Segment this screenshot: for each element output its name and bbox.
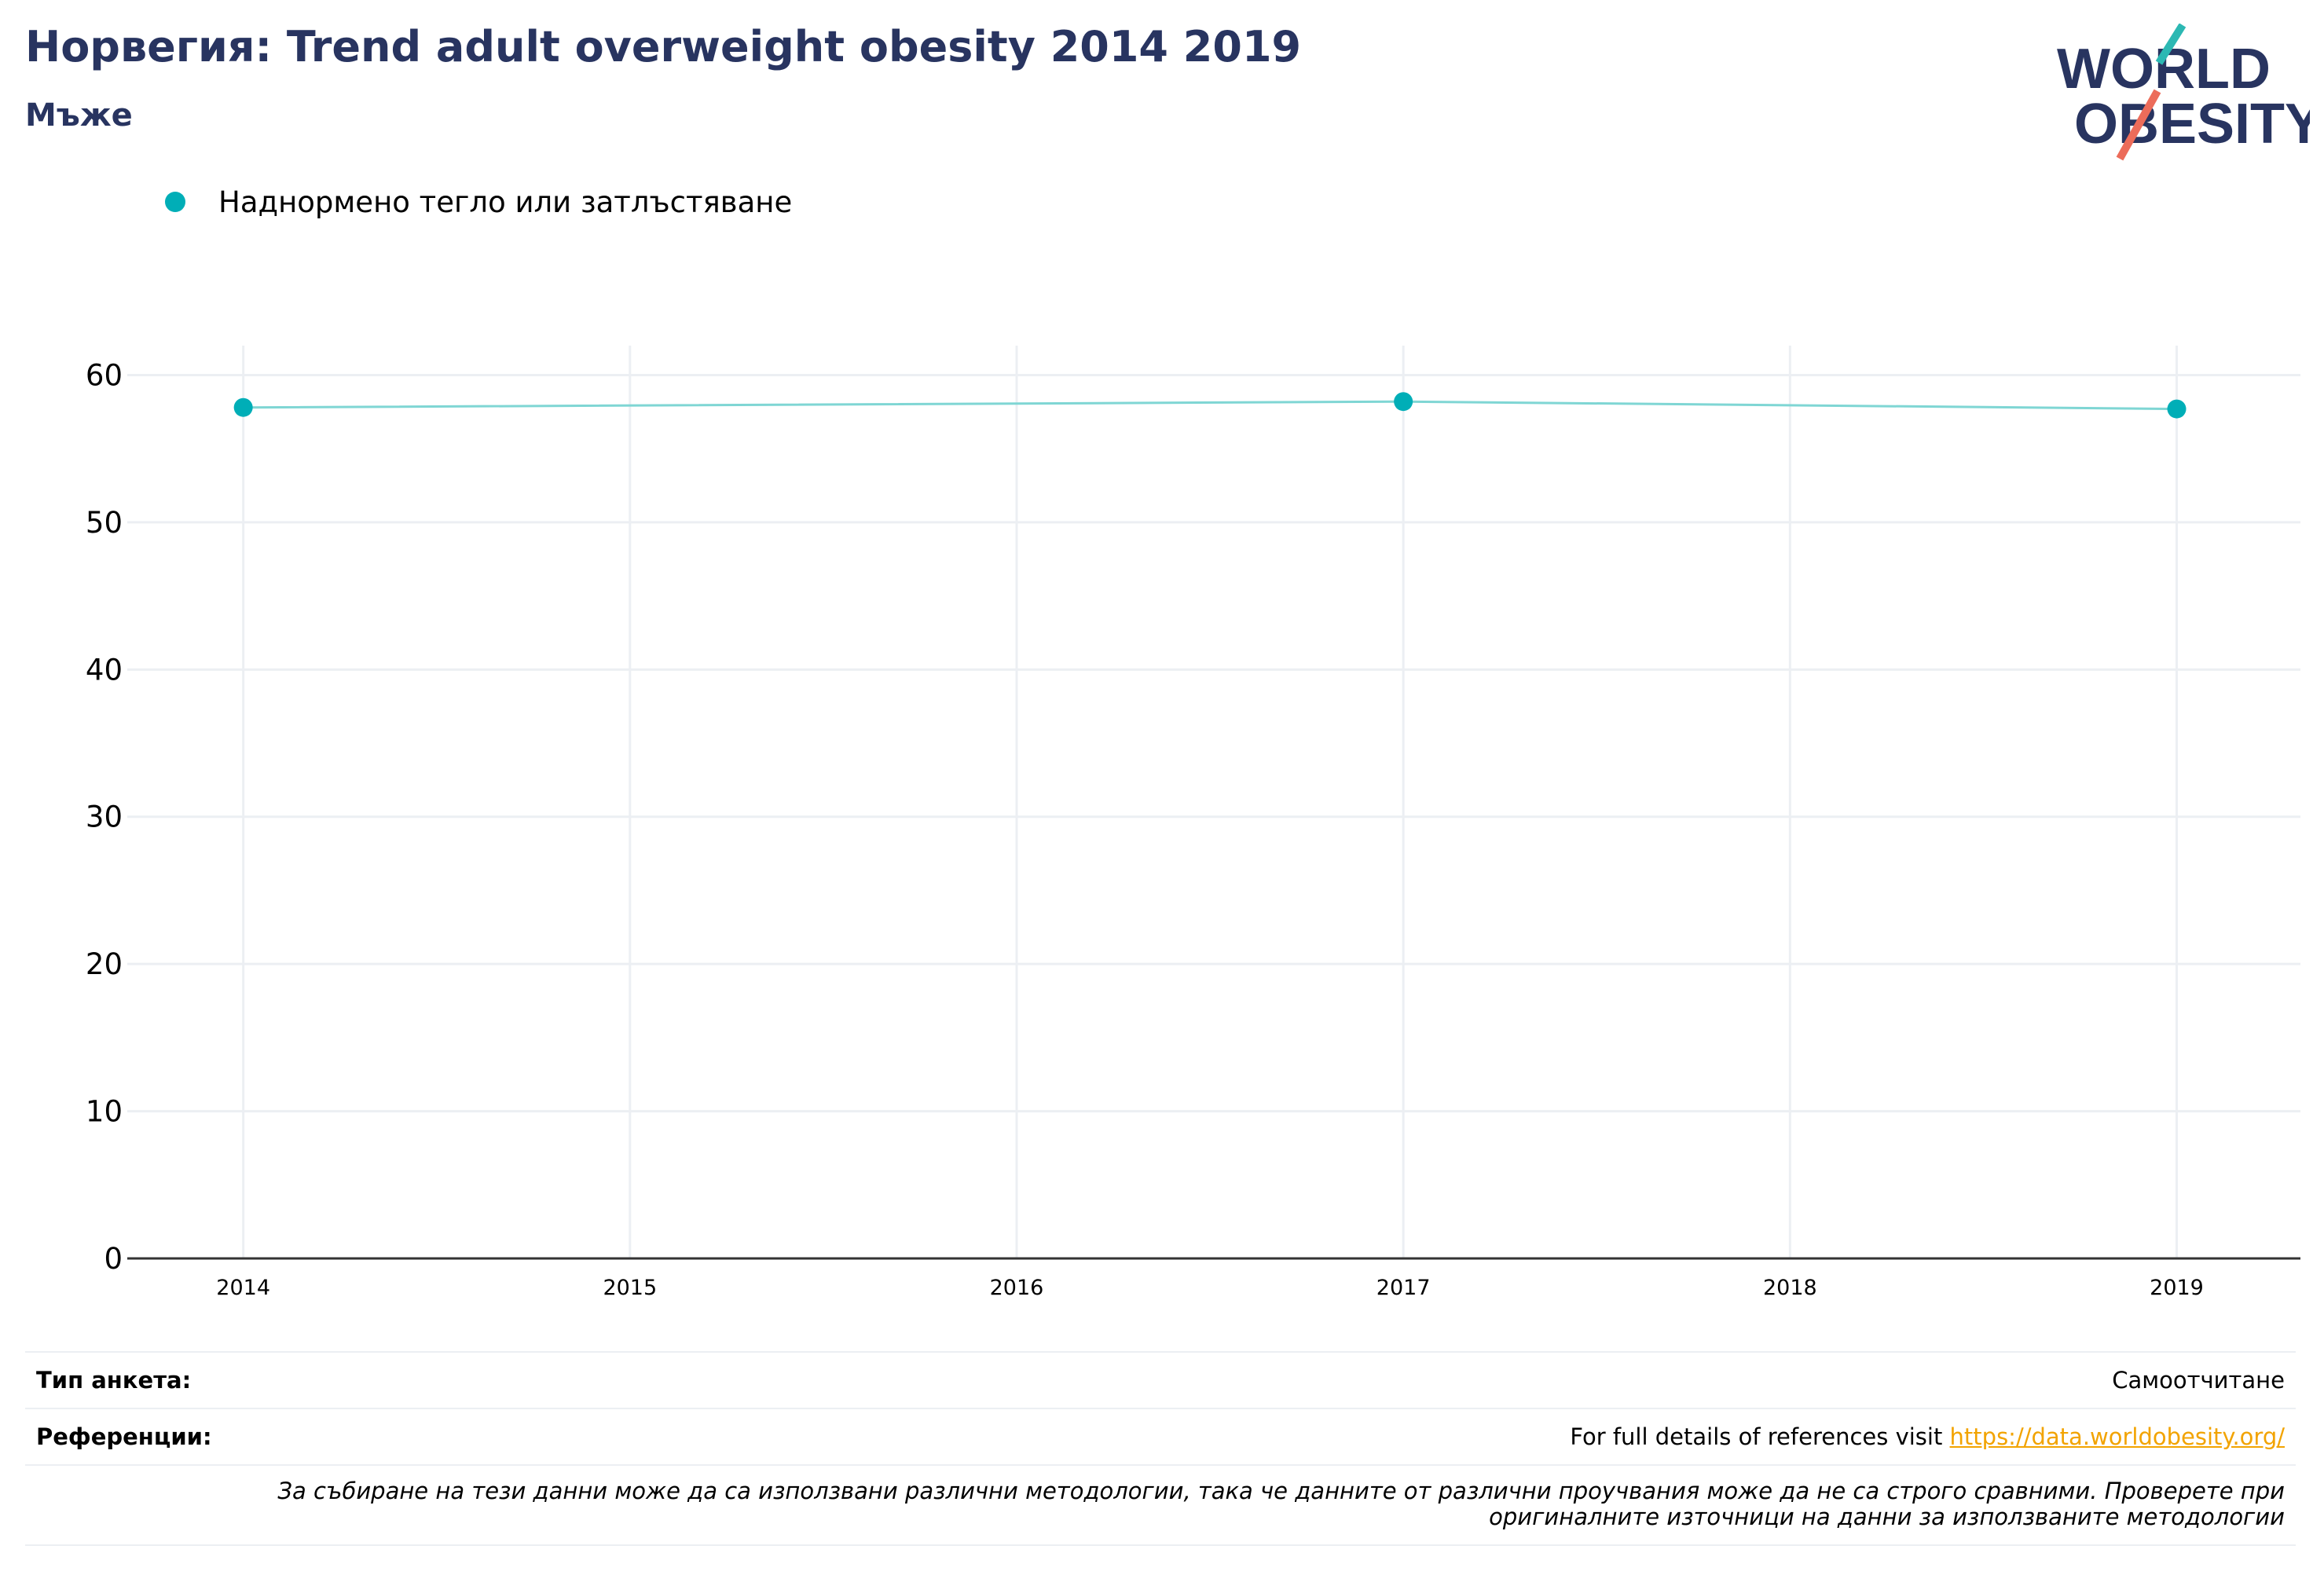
- chart-title: Норвегия: Trend adult overweight obesity…: [25, 22, 1302, 71]
- survey-type-value: Самоотчитане: [2112, 1367, 2285, 1394]
- data-point[interactable]: [1394, 392, 1413, 412]
- survey-type-label: Тип анкета:: [36, 1367, 192, 1394]
- survey-type-row: Тип анкета: Самоотчитане: [25, 1351, 2296, 1408]
- x-tick-label: 2019: [2150, 1276, 2204, 1300]
- references-label: Референции:: [36, 1423, 212, 1450]
- x-tick-label: 2015: [603, 1276, 657, 1300]
- data-point[interactable]: [233, 397, 253, 417]
- y-tick-label: 40: [86, 653, 123, 687]
- references-text: For full details of references visit htt…: [1570, 1423, 2285, 1450]
- references-link[interactable]: https://data.worldobesity.org/: [1949, 1423, 2285, 1450]
- y-tick-label: 50: [86, 506, 123, 540]
- y-tick-label: 10: [86, 1095, 123, 1129]
- logo-line2: OBESITY: [2074, 93, 2310, 156]
- methodology-note-line2: оригиналните източници на данни за изпол…: [1489, 1504, 2285, 1530]
- legend[interactable]: Наднормено тегло или затлъстяване: [165, 182, 792, 222]
- footer-table: Тип анкета: Самоотчитане Референции: For…: [25, 1351, 2296, 1546]
- legend-marker: [165, 192, 185, 212]
- logo-teal-slash: [2155, 24, 2187, 65]
- data-series: [233, 392, 2187, 419]
- x-tick-label: 2017: [1376, 1276, 1431, 1300]
- x-tick-label: 2018: [1763, 1276, 1817, 1300]
- line-chart: 2014 2015 2016 2017 2018 2019 0 10 20 30 40 50 60: [86, 346, 2300, 1300]
- series-line: [243, 400, 2177, 411]
- y-tick-label: 30: [86, 800, 123, 834]
- references-row: Референции: For full details of referenc…: [25, 1408, 2296, 1464]
- legend-label: Наднормено тегло или затлъстяване: [218, 185, 793, 219]
- methodology-note-line1: За събиране на тези данни може да са изп…: [277, 1478, 2285, 1504]
- y-tick-label: 60: [86, 358, 123, 392]
- methodology-note: За събиране на тези данни може да са изп…: [25, 1464, 2296, 1546]
- chart-subtitle: Мъже: [25, 97, 133, 134]
- y-tick-label: 20: [86, 947, 123, 981]
- x-tick-label: 2016: [990, 1276, 1044, 1300]
- data-point[interactable]: [2167, 399, 2187, 419]
- references-prefix: For full details of references visit: [1570, 1423, 1950, 1450]
- world-obesity-logo: WORLD OBESITY: [2057, 24, 2310, 161]
- grid-lines: [127, 346, 2300, 1258]
- tick-labels: 2014 2015 2016 2017 2018 2019 0 10 20 30 40 50 60: [86, 358, 2204, 1300]
- y-tick-label: 0: [104, 1242, 123, 1276]
- x-tick-label: 2014: [216, 1276, 270, 1300]
- logo-coral-slash: [2116, 89, 2161, 161]
